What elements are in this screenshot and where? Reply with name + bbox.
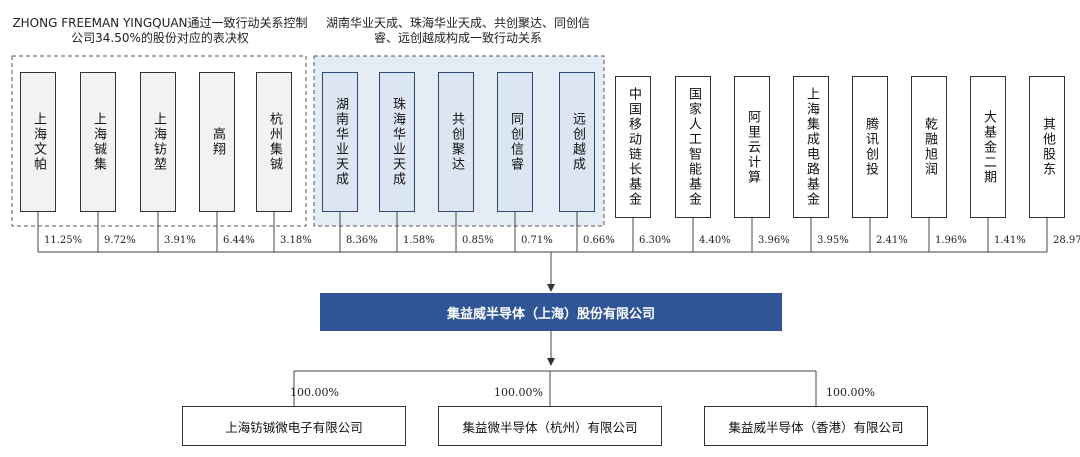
shareholder-pct-18: 28.97%	[1053, 235, 1080, 246]
shareholder-box-11: 中国移动链长基金	[615, 76, 651, 218]
shareholder-pct-7: 1.58%	[403, 235, 435, 246]
shareholder-box-15: 腾讯创投	[852, 76, 888, 218]
shareholder-name: 中国移动链长基金	[626, 87, 641, 207]
shareholder-name: 珠海华业天成	[390, 97, 405, 187]
shareholder-pct-13: 3.96%	[758, 235, 790, 246]
shareholder-box-17: 大基金二期	[970, 76, 1006, 218]
shareholder-box-13: 阿里云计算	[734, 76, 770, 218]
shareholder-pct-16: 1.96%	[935, 235, 967, 246]
shareholder-name: 远创越成	[570, 112, 585, 172]
shareholder-name: 阿里云计算	[745, 109, 760, 185]
arrow-to-company	[547, 284, 555, 292]
shareholder-name: 其他股东	[1040, 117, 1055, 177]
shareholder-box-4: 高翔	[199, 72, 235, 212]
shareholder-box-6: 湖南华业天成	[322, 72, 358, 212]
shareholder-box-7: 珠海华业天成	[379, 72, 415, 212]
subsidiary-pct-3: 100.00%	[826, 386, 875, 399]
shareholder-name: 杭州集铖	[267, 112, 282, 172]
shareholder-pct-15: 2.41%	[876, 235, 908, 246]
subsidiary-box-hongkong: 集益威半导体（香港）有限公司	[704, 406, 928, 446]
shareholder-box-9: 同创信睿	[497, 72, 533, 212]
shareholder-name: 共创聚达	[449, 112, 464, 172]
shareholder-box-1: 上海文帕	[20, 72, 56, 212]
shareholder-name: 上海集成电路基金	[804, 87, 819, 207]
shareholder-box-12: 国家人工智能基金	[675, 76, 711, 218]
shareholder-box-3: 上海钫堃	[140, 72, 176, 212]
shareholder-pct-8: 0.85%	[462, 235, 494, 246]
shareholder-name: 上海文帕	[31, 112, 46, 172]
shareholder-box-14: 上海集成电路基金	[793, 76, 829, 218]
shareholder-box-16: 乾融旭润	[911, 76, 947, 218]
shareholder-pct-12: 4.40%	[699, 235, 731, 246]
shareholder-name: 湖南华业天成	[333, 97, 348, 187]
shareholder-box-18: 其他股东	[1029, 76, 1065, 218]
shareholder-pct-11: 6.30%	[639, 235, 671, 246]
shareholder-pct-14: 3.95%	[817, 235, 849, 246]
shareholder-name: 乾融旭润	[922, 117, 937, 177]
subsidiary-pct-2: 100.00%	[494, 386, 543, 399]
shareholder-pct-9: 0.71%	[521, 235, 553, 246]
main-company-box: 集益威半导体（上海）股份有限公司	[320, 293, 782, 331]
shareholder-pct-3: 3.91%	[164, 235, 196, 246]
subsidiary-pct-1: 100.00%	[290, 386, 339, 399]
shareholder-name: 同创信睿	[508, 112, 523, 172]
shareholder-pct-1: 11.25%	[44, 235, 83, 246]
shareholder-box-2: 上海铖集	[80, 72, 116, 212]
shareholder-pct-6: 8.36%	[346, 235, 378, 246]
group-title-concerted-control: ZHONG FREEMAN YINGQUAN通过一致行动关系控制公司34.50%…	[12, 16, 308, 45]
shareholder-name: 上海铖集	[91, 112, 106, 172]
shareholder-pct-4: 6.44%	[223, 235, 255, 246]
shareholder-name: 高翔	[210, 127, 225, 157]
shareholder-name: 国家人工智能基金	[686, 87, 701, 207]
shareholder-pct-2: 9.72%	[104, 235, 136, 246]
shareholder-box-8: 共创聚达	[438, 72, 474, 212]
shareholder-name: 腾讯创投	[863, 117, 878, 177]
group-title-concerted-action: 湖南华业天成、珠海华业天成、共创聚达、同创信睿、远创越成构成一致行动关系	[325, 16, 590, 45]
arrow-to-subsidiaries	[547, 358, 555, 366]
shareholder-box-10: 远创越成	[559, 72, 595, 212]
shareholder-pct-5: 3.18%	[280, 235, 312, 246]
shareholder-pct-10: 0.66%	[583, 235, 615, 246]
subsidiary-box-hangzhou: 集益微半导体（杭州）有限公司	[438, 406, 662, 446]
shareholder-box-5: 杭州集铖	[256, 72, 292, 212]
shareholder-name: 大基金二期	[981, 109, 996, 185]
shareholder-pct-17: 1.41%	[994, 235, 1026, 246]
subsidiary-box-shanghai: 上海钫铖微电子有限公司	[182, 406, 406, 446]
shareholder-name: 上海钫堃	[151, 112, 166, 172]
